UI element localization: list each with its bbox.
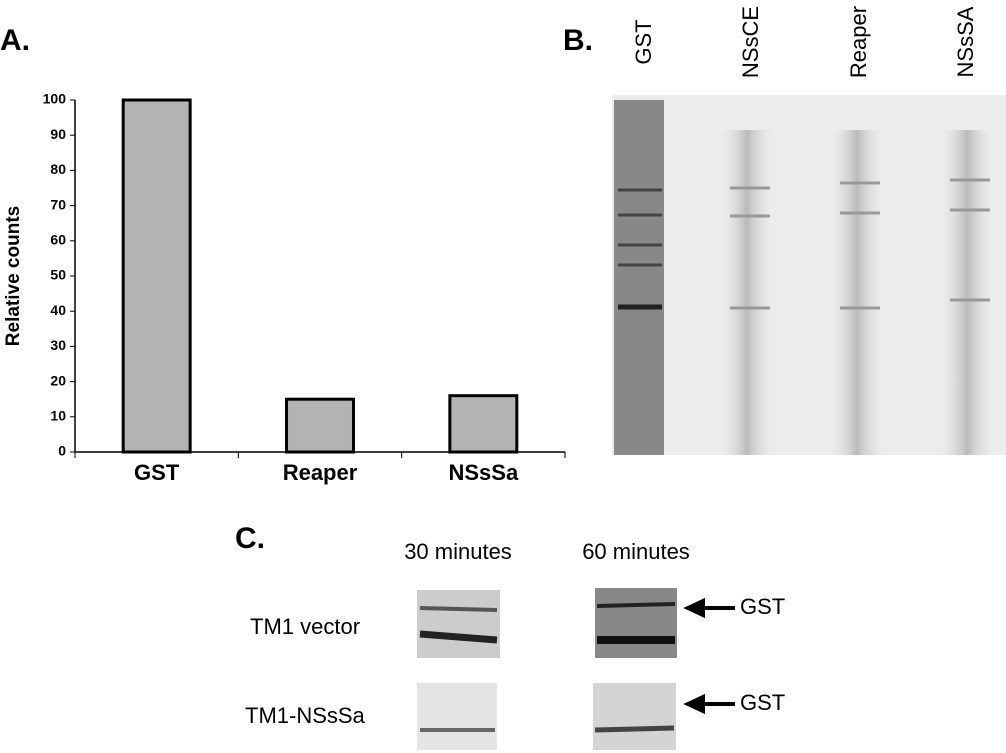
column-label: 30 minutes [404,539,512,564]
lane-label: NSsSA [953,6,978,77]
y-tick-label: 80 [50,161,66,177]
panel-label: B. [563,24,593,57]
arrow-label: GST [740,594,785,619]
column-label: 60 minutes [582,539,690,564]
lane-label: Reaper [846,6,871,78]
row-label: TM1-NSsSa [245,703,366,728]
bar [448,394,519,454]
x-tick-label: NSsSa [448,460,518,485]
lane-label: GST [631,19,656,64]
lane-label: NSsCE [738,6,763,78]
x-tick-label: GST [134,460,180,485]
y-tick-label: 20 [50,372,66,388]
gel-b [612,95,1006,455]
y-tick-label: 100 [43,91,67,107]
y-tick-label: 60 [50,232,66,248]
panel-label: A. [0,24,30,57]
arrow-label: GST [740,690,785,715]
bar [285,397,355,454]
y-tick-label: 10 [50,408,66,424]
bar [121,98,192,454]
y-tick-label: 30 [50,337,66,353]
y-tick-label: 40 [50,302,66,318]
y-tick-label: 90 [50,126,66,142]
panel-label: C. [235,522,265,555]
x-tick-label: Reaper [283,460,358,485]
y-tick-label: 70 [50,196,66,212]
y-tick-label: 50 [50,267,66,283]
row-label: TM1 vector [250,614,360,639]
y-axis-label: Relative counts [3,206,24,346]
gel-c [417,588,735,750]
y-tick-label: 0 [58,443,66,459]
